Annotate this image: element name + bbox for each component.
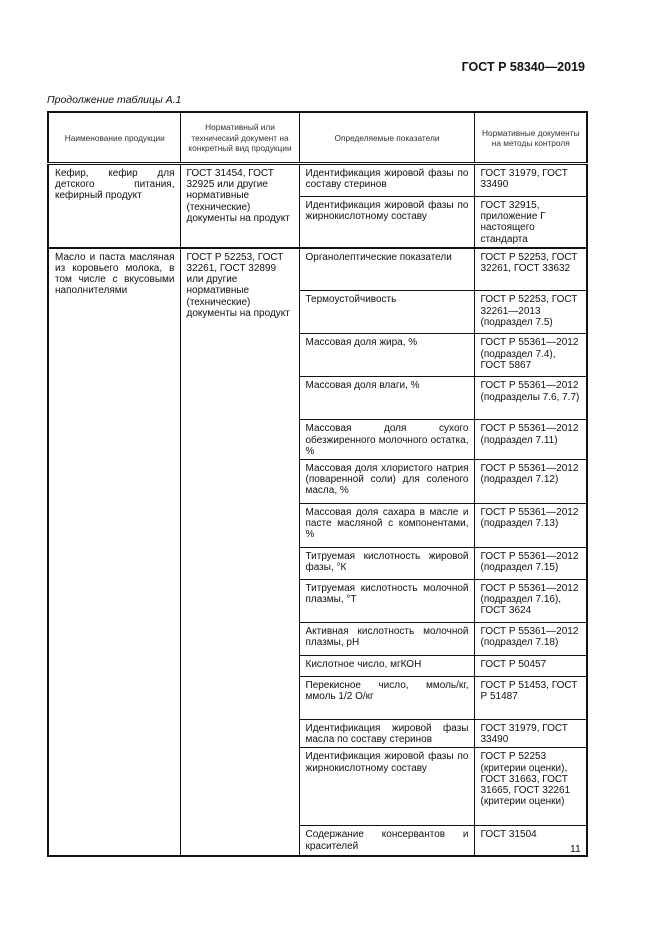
method-cell: ГОСТ 31979, ГОСТ 33490 [473,163,588,197]
indicator-cell: Массовая доля сахара в масле и пасте мас… [298,502,475,548]
table-row: Идентификация жировой фазы масла по сост… [48,718,588,749]
method-cell: ГОСТ Р 55361—2012 (подраздел 7.15) [473,546,588,580]
table-row: Содержание консервантов и красителей ГОСТ… [48,825,588,857]
document-code: ГОСТ Р 58340—2019 [461,60,585,74]
table-caption: Продолжение таблицы А.1 [47,94,182,106]
table-row: Массовая доля сухого обезжиренного молоч… [48,419,588,460]
method-cell: ГОСТ 31504 [473,825,588,857]
indicator-cell: Массовая доля сухого обезжиренного молоч… [298,419,475,460]
product-name-cell: Кефир, кефир для детского питания, кефир… [47,162,181,249]
method-cell: ГОСТ Р 51453, ГОСТ Р 51487 [473,675,588,720]
method-cell: ГОСТ Р 52253, ГОСТ 32261, ГОСТ 33632 [473,246,588,292]
method-cell: ГОСТ Р 55361—2012 (подразделы 7.6, 7.7) [473,376,588,421]
method-cell: ГОСТ Р 55361—2012 (подраздел 7.13) [473,502,588,548]
product-name-cell: Масло и паста масляная из коровьего моло… [47,246,181,857]
column-header-document: Нормативный или технический документ на … [179,111,300,165]
column-header-product: Наименование продукции [47,111,181,165]
indicator-cell: Перекисное число, ммоль/кг, ммоль 1/2 О/… [298,675,475,720]
method-cell: ГОСТ Р 52253 (критерии оценки), ГОСТ 316… [473,747,588,827]
product-table: Наименование продукции Нормативный или т… [47,111,588,857]
table-row: Кислотное число, мгКОН ГОСТ Р 50457 [48,654,588,677]
method-cell: ГОСТ 32915, приложение Г настоящего стан… [473,195,588,249]
indicator-cell: Кислотное число, мгКОН [298,654,475,677]
indicator-cell: Титруемая кислотность жировой фазы, °К [298,546,475,580]
indicator-cell: Термоустойчивость [298,290,475,335]
method-cell: ГОСТ Р 55361—2012 (подраздел 7.12) [473,458,588,504]
indicator-cell: Массовая доля жира, % [298,333,475,378]
table-row: Перекисное число, ммоль/кг, ммоль 1/2 О/… [48,675,588,720]
table-row: Массовая доля хлористого натрия (поварен… [48,458,588,504]
column-header-indicators: Определяемые показатели [298,111,475,165]
indicator-cell: Идентификация жировой фазы масла по сост… [298,718,475,749]
page-number: 11 [570,843,581,855]
table-row: Титруемая кислотность молочной плазмы, °… [48,578,588,623]
table-header-row: Наименование продукции Нормативный или т… [47,111,588,165]
table-row: Массовая доля сахара в масле и пасте мас… [48,502,588,548]
table-row: Массовая доля жира, % ГОСТ Р 55361—2012 (… [48,333,588,378]
indicator-cell: Идентификация жировой фазы по составу ст… [298,163,475,197]
indicator-cell: Массовая доля хлористого натрия (поварен… [298,458,475,504]
table-row: Идентификация жировой фазы по жирнокисло… [48,195,588,249]
method-cell: ГОСТ Р 55361—2012 (подраздел 7.11) [473,419,588,460]
method-cell: ГОСТ Р 55361—2012 (подраздел 7.16), ГОСТ… [473,578,588,623]
indicator-cell: Идентификация жировой фазы по жирнокисло… [298,747,475,827]
indicator-cell: Массовая доля влаги, % [298,376,475,421]
method-cell: ГОСТ Р 52253, ГОСТ 32261—2013 (подраздел… [473,290,588,335]
table-row: Кефир, кефир для детского питания, кефир… [47,162,588,249]
table-body: Кефир, кефир для детского питания, кефир… [47,162,588,857]
table-row: Масло и паста масляная из коровьего моло… [47,246,588,857]
table-row: Активная кислотность молочной плазмы, pH… [48,621,588,656]
indicator-cell: Идентификация жировой фазы по жирнокисло… [298,195,475,249]
product-document-cell: ГОСТ 31454, ГОСТ 32925 или другие нормат… [179,162,300,249]
table-row: Термоустойчивость ГОСТ Р 52253, ГОСТ 3226… [48,290,588,335]
method-cell: ГОСТ Р 55361—2012 (подраздел 7.4), ГОСТ … [473,333,588,378]
indicator-cell: Органолептические показатели [298,246,475,292]
method-cell: ГОСТ Р 50457 [473,654,588,677]
indicator-cell: Содержание консервантов и красителей [298,825,475,857]
table-row: Массовая доля влаги, % ГОСТ Р 55361—2012 … [48,376,588,421]
indicator-cell: Титруемая кислотность молочной плазмы, °… [298,578,475,623]
column-header-methods: Нормативные документы на методы контроля [473,111,588,165]
product-document-cell: ГОСТ Р 52253, ГОСТ 32261, ГОСТ 32899 или… [179,246,300,857]
method-cell: ГОСТ Р 55361—2012 (подраздел 7.18) [473,621,588,656]
method-cell: ГОСТ 31979, ГОСТ 33490 [473,718,588,749]
indicator-cell: Активная кислотность молочной плазмы, pH [298,621,475,656]
table-row: Титруемая кислотность жировой фазы, °К ГО… [48,546,588,580]
